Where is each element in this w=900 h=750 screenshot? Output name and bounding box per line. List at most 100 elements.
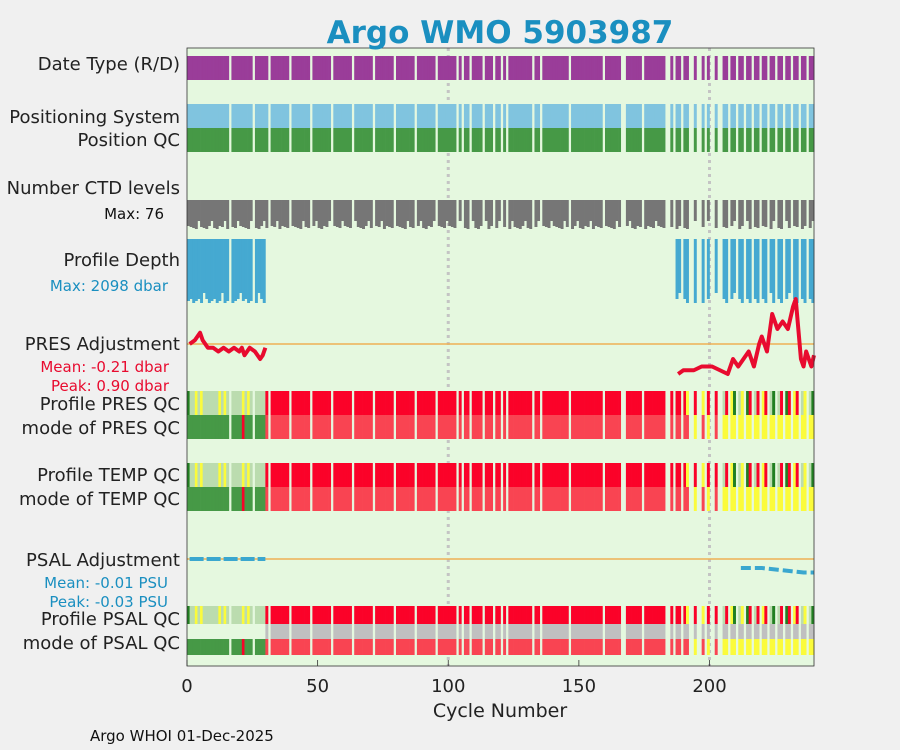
position-qc-bar-cycle-207 xyxy=(725,128,729,152)
position-qc-bar-cycle-233 xyxy=(793,128,797,152)
profile-pres-qc-bar-cycle-146 xyxy=(565,391,569,415)
position-qc-bar-cycle-126 xyxy=(513,128,517,152)
profile-pres-qc-bar-cycle-66 xyxy=(356,391,360,415)
profile-pres-qc-bar-cycle-117 xyxy=(490,391,494,415)
date-type-bar-cycle-67 xyxy=(359,56,363,80)
positioning-bar-cycle-216 xyxy=(748,104,752,128)
psal-qc-grey-bar-cycle-67 xyxy=(359,624,363,639)
positioning-bar-cycle-200 xyxy=(706,104,710,128)
profile-temp-qc-bar-cycle-43 xyxy=(296,463,300,487)
positioning-bar-cycle-213 xyxy=(740,104,744,128)
positioning-bar-cycle-65 xyxy=(354,104,358,128)
positioning-bar-cycle-169 xyxy=(625,104,629,128)
profile-psal-qc-bar-cycle-47 xyxy=(307,606,311,624)
position-qc-bar-cycle-137 xyxy=(542,128,546,152)
mode-psal-qc-bar-cycle-30 xyxy=(262,639,266,655)
ctd-levels-bar-cycle-50 xyxy=(315,200,318,221)
profile-temp-qc-bar-cycle-166 xyxy=(618,463,622,487)
positioning-bar-cycle-155 xyxy=(589,104,593,128)
profile-pres-qc-bar-cycle-29 xyxy=(260,391,264,415)
psal-qc-grey-bar-cycle-234 xyxy=(795,624,799,639)
profile-psal-qc-bar-cycle-149 xyxy=(573,606,577,624)
profile-psal-qc-bar-cycle-172 xyxy=(633,606,637,624)
profile-depth-bar-cycle-188 xyxy=(675,239,679,299)
position-qc-bar-cycle-27 xyxy=(254,128,258,152)
positioning-bar-cycle-8 xyxy=(205,104,209,128)
date-type-bar-cycle-62 xyxy=(346,56,350,80)
positioning-bar-cycle-143 xyxy=(557,104,561,128)
mode-psal-qc-bar-cycle-198 xyxy=(701,639,705,655)
ctd-levels-bar-cycle-21 xyxy=(239,200,243,226)
date-type-bar-cycle-165 xyxy=(615,56,619,80)
profile-temp-qc-bar-cycle-158 xyxy=(597,463,601,487)
psal-qc-grey-bar-cycle-159 xyxy=(599,624,603,639)
position-qc-bar-cycle-117 xyxy=(490,128,494,152)
mode-temp-qc-bar-cycle-233 xyxy=(793,487,797,511)
psal-qc-grey-bar-cycle-139 xyxy=(547,624,551,639)
ctd-levels-bar-cycle-183 xyxy=(662,200,666,228)
profile-temp-qc-bar-cycle-2 xyxy=(189,463,193,487)
profile-temp-qc-bar-cycle-42 xyxy=(294,463,298,487)
mode-pres-qc-bar-cycle-195 xyxy=(693,415,697,439)
date-type-bar-cycle-24 xyxy=(247,56,251,80)
mode-temp-qc-bar-cycle-35 xyxy=(275,487,279,511)
profile-pres-qc-bar-cycle-68 xyxy=(362,391,365,415)
label-pres-adjustment: PRES Adjustment xyxy=(25,334,180,355)
mode-psal-qc-bar-cycle-183 xyxy=(662,639,666,655)
psal-qc-grey-bar-cycle-228 xyxy=(780,624,783,639)
mode-temp-qc-bar-cycle-91 xyxy=(422,487,426,511)
profile-temp-qc-bar-cycle-21 xyxy=(239,463,243,487)
profile-pres-qc-bar-cycle-191 xyxy=(683,391,687,415)
date-type-bar-cycle-178 xyxy=(649,56,653,80)
profile-temp-qc-bar-cycle-100 xyxy=(445,463,449,487)
mode-pres-qc-bar-cycle-41 xyxy=(291,415,295,439)
profile-pres-qc-bar-cycle-182 xyxy=(659,391,663,415)
mode-pres-qc-bar-cycle-75 xyxy=(380,415,384,439)
date-type-bar-cycle-5 xyxy=(197,56,201,80)
position-qc-bar-cycle-216 xyxy=(748,128,752,152)
profile-temp-qc-bar-cycle-155 xyxy=(589,463,593,487)
position-qc-bar-cycle-180 xyxy=(654,128,658,152)
profile-pres-qc-bar-cycle-122 xyxy=(503,391,507,415)
position-qc-bar-cycle-5 xyxy=(197,128,201,152)
profile-psal-qc-bar-cycle-29 xyxy=(260,606,264,624)
profile-psal-qc-bar-cycle-22 xyxy=(241,606,245,624)
label-psal-adjustment: PSAL Adjustment xyxy=(26,550,180,571)
profile-temp-qc-bar-cycle-6 xyxy=(200,463,204,487)
mode-pres-qc-bar-cycle-142 xyxy=(555,415,559,439)
profile-depth-bar-cycle-28 xyxy=(257,239,261,293)
position-qc-bar-cycle-144 xyxy=(560,128,564,152)
profile-pres-qc-bar-cycle-206 xyxy=(722,391,726,415)
profile-pres-qc-bar-cycle-53 xyxy=(322,391,326,415)
mode-pres-qc-bar-cycle-45 xyxy=(301,415,305,439)
profile-psal-qc-bar-cycle-188 xyxy=(675,606,679,624)
mode-psal-qc-bar-cycle-70 xyxy=(367,639,371,655)
profile-temp-qc-bar-cycle-113 xyxy=(479,463,483,487)
date-type-bar-cycle-27 xyxy=(254,56,258,80)
profile-pres-qc-bar-cycle-74 xyxy=(377,391,381,415)
position-qc-bar-cycle-61 xyxy=(343,128,347,152)
profile-temp-qc-bar-cycle-9 xyxy=(207,463,211,487)
profile-pres-qc-bar-cycle-215 xyxy=(746,391,750,415)
date-type-bar-cycle-139 xyxy=(547,56,551,80)
profile-pres-qc-bar-cycle-9 xyxy=(207,391,211,415)
mode-pres-qc-bar-cycle-203 xyxy=(714,415,718,439)
mode-pres-qc-bar-cycle-13 xyxy=(218,415,222,439)
profile-psal-qc-bar-cycle-221 xyxy=(761,606,765,624)
profile-pres-qc-bar-cycle-95 xyxy=(432,391,436,415)
positioning-bar-cycle-25 xyxy=(249,104,253,128)
profile-psal-qc-bar-cycle-52 xyxy=(320,606,324,624)
ctd-levels-bar-cycle-97 xyxy=(437,200,441,226)
mode-psal-qc-bar-cycle-237 xyxy=(803,639,807,655)
mode-psal-qc-bar-cycle-209 xyxy=(730,639,734,655)
profile-psal-qc-bar-cycle-31 xyxy=(265,606,269,624)
position-qc-bar-cycle-231 xyxy=(787,128,791,152)
psal-qc-grey-bar-cycle-98 xyxy=(440,624,444,639)
profile-psal-qc-bar-cycle-86 xyxy=(409,606,413,624)
profile-psal-qc-bar-cycle-150 xyxy=(576,606,580,624)
ctd-levels-bar-cycle-46 xyxy=(304,200,308,227)
ctd-levels-bar-cycle-61 xyxy=(343,200,347,226)
mode-temp-qc-bar-cycle-74 xyxy=(377,487,381,511)
profile-temp-qc-bar-cycle-186 xyxy=(670,463,674,487)
mode-pres-qc-bar-cycle-228 xyxy=(780,415,783,439)
